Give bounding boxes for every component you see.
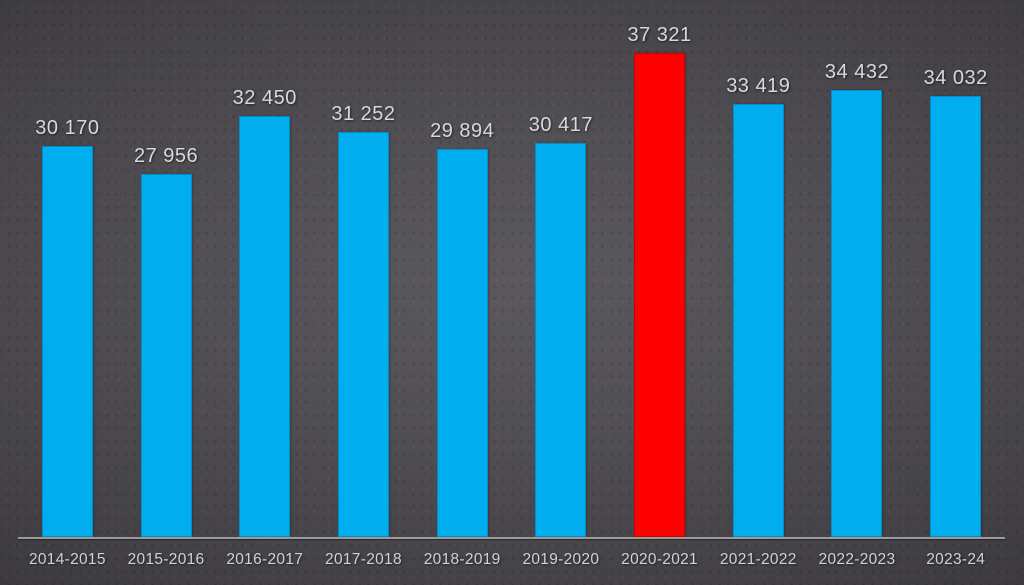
bar <box>337 132 389 537</box>
x-axis-line <box>18 537 1005 539</box>
bar-slot: 30 170 <box>18 0 117 537</box>
bar-value-label: 34 032 <box>923 67 988 89</box>
bar-slot: 32 450 <box>215 0 314 537</box>
bar-value-label: 27 956 <box>133 145 199 167</box>
bar-slot: 34 032 <box>906 0 1005 537</box>
bar-value-label: 29 894 <box>430 120 495 142</box>
x-axis-tick-labels: 2014-2015 2015-2016 2016-2017 2017-2018 2018… <box>18 549 1005 570</box>
bar-value-label: 32 450 <box>232 87 297 109</box>
bar <box>535 143 587 537</box>
bar-slot: 37 321 <box>610 0 709 537</box>
bar-slot: 30 417 <box>512 0 611 537</box>
bar <box>436 149 488 537</box>
bar <box>41 146 93 537</box>
bar-value-label: 33 419 <box>726 75 791 97</box>
bar-slot: 31 252 <box>314 0 413 537</box>
bar <box>930 96 982 537</box>
bar-value-label: 34 432 <box>824 61 890 83</box>
x-axis-tick-label: 2022-2023 <box>818 551 896 568</box>
bar-slot: 34 432 <box>808 0 907 537</box>
x-axis-tick-label: 2017-2018 <box>325 551 402 568</box>
x-axis-tick-label: 2015-2016 <box>127 551 205 568</box>
bar-value-label: 31 252 <box>331 103 396 125</box>
bar <box>239 116 291 537</box>
bar-value-label: 37 321 <box>627 24 692 46</box>
bar <box>732 104 784 537</box>
bar-highlighted <box>634 53 686 537</box>
bar-slot: 33 419 <box>709 0 808 537</box>
bar <box>831 90 883 537</box>
x-axis-tick-label: 2014-2015 <box>28 551 106 568</box>
x-axis-tick-label: 2020-2021 <box>621 551 698 568</box>
bar <box>140 174 192 537</box>
bar-value-label: 30 170 <box>35 117 100 139</box>
x-axis-tick-label: 2016-2017 <box>226 551 304 568</box>
bar-value-label: 30 417 <box>528 114 593 136</box>
x-axis-tick-label: 2018-2019 <box>423 551 501 568</box>
bar-chart: 30 170 27 956 32 450 31 252 29 894 30 417 37 3… <box>18 0 1005 539</box>
x-axis-tick-label: 2021-2022 <box>719 551 797 568</box>
bar-slot: 27 956 <box>117 0 216 537</box>
bar-slot: 29 894 <box>413 0 512 537</box>
x-axis-tick-label: 2023-24 <box>926 551 986 568</box>
bar-series: 30 170 27 956 32 450 31 252 29 894 30 417 37 3… <box>18 0 1005 537</box>
x-axis-tick-label: 2019-2020 <box>522 551 600 568</box>
